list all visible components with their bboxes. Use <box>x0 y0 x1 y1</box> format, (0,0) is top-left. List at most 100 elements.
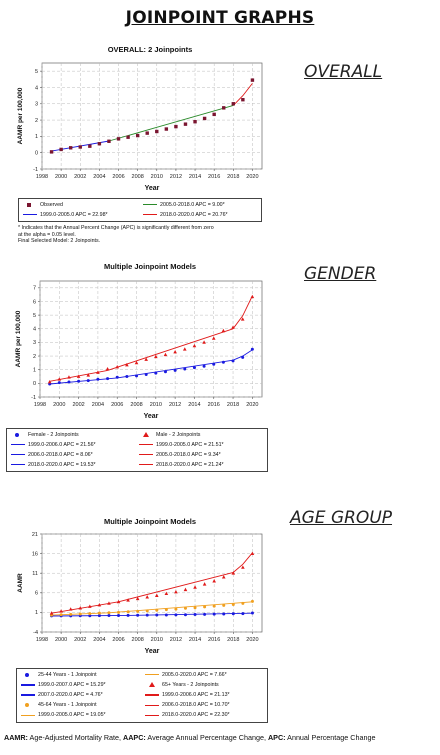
data-point <box>241 355 245 359</box>
data-point <box>67 375 71 379</box>
abbr-aamr: AAMR: <box>4 733 28 742</box>
data-point <box>135 596 140 601</box>
data-point <box>145 595 150 599</box>
data-point <box>57 381 61 385</box>
data-point <box>192 366 196 370</box>
y-tick-label: 3 <box>33 340 36 346</box>
data-point <box>59 147 63 152</box>
y-tick-label: 4 <box>33 327 36 333</box>
data-point <box>250 294 255 299</box>
overall-chart-title: OVERALL: 2 Joinpoints <box>107 45 193 54</box>
x-tick-label: 2008 <box>132 637 144 643</box>
legend-label: 2006.0-2018.0 APC = 8.06* <box>28 451 93 458</box>
y-tick-label: 2 <box>35 118 38 124</box>
legend-label: 65+ Years - 2 Joinpoints <box>162 681 219 688</box>
legend-label: 2018.0-2020.0 APC = 19.53* <box>28 461 96 468</box>
data-point <box>231 359 235 363</box>
y-tick-label: 3 <box>35 102 38 108</box>
data-point <box>222 106 226 110</box>
data-point <box>203 605 207 609</box>
data-point <box>241 612 245 616</box>
data-point <box>250 599 254 603</box>
data-point <box>231 325 235 329</box>
x-tick-label: 2016 <box>208 402 220 408</box>
legend-symbol <box>145 712 159 719</box>
data-point <box>250 78 255 82</box>
data-point <box>164 608 168 612</box>
footnote-line: at the alpha = 0.05 level. <box>18 231 76 238</box>
data-point <box>68 607 73 611</box>
page-title: JOINPOINT GRAPHS <box>125 8 315 28</box>
data-point <box>193 120 197 124</box>
legend-item: 2018.0-2020.0 APC = 21.24* <box>139 461 224 468</box>
legend-label: 1999.0-2007.0 APC = 15.29* <box>38 681 106 688</box>
y-tick-label: 6 <box>33 299 36 305</box>
x-tick-label: 2008 <box>132 174 144 180</box>
data-point <box>115 364 120 369</box>
data-point <box>68 146 73 150</box>
x-tick-label: 2000 <box>53 402 65 408</box>
data-point <box>192 343 197 348</box>
legend-item: Observed <box>23 201 63 208</box>
legend-label: 1999.0-2006.0 APC = 21.13* <box>162 691 230 698</box>
data-point <box>174 607 178 611</box>
fit-line <box>233 552 253 573</box>
data-point <box>145 609 149 613</box>
data-point <box>212 604 216 608</box>
legend-symbol <box>139 451 153 458</box>
x-tick-label: 2014 <box>189 637 201 643</box>
data-point <box>97 142 102 146</box>
data-point <box>202 340 206 344</box>
x-tick-label: 2016 <box>208 174 220 180</box>
y-tick-label: 5 <box>33 313 36 319</box>
data-point <box>240 317 245 321</box>
overall-legend: Observed 1999.0-2005.0 APC = 22.98* 2005.0… <box>18 198 262 222</box>
legend-symbol <box>23 211 37 218</box>
legend-label: 1999.0-2006.0 APC = 21.56* <box>28 441 96 448</box>
data-point <box>183 122 188 126</box>
data-point <box>211 336 216 340</box>
legend-symbol <box>23 201 37 208</box>
data-point <box>116 599 121 604</box>
data-point <box>222 603 226 607</box>
data-point <box>136 613 140 617</box>
data-point <box>222 612 226 616</box>
data-point <box>88 144 92 148</box>
data-point <box>212 579 216 583</box>
y-tick-label: -4 <box>33 630 38 636</box>
x-axis-label: Year <box>145 648 160 655</box>
y-tick-label: 1 <box>35 610 38 616</box>
data-point <box>212 112 216 117</box>
x-tick-label: 2018 <box>227 637 239 643</box>
legend-symbol <box>21 691 35 698</box>
data-point <box>250 347 254 351</box>
legend-label: 2018.0-2020.0 APC = 21.24* <box>156 461 224 468</box>
legend-item: 2018.0-2020.0 APC = 20.76* <box>143 211 228 218</box>
legend-label: 2018.0-2020.0 APC = 22.30* <box>162 712 230 719</box>
data-point <box>203 612 207 616</box>
data-point <box>78 612 82 616</box>
abbr-aapc-text: Average Annual Percentage Change, <box>145 733 268 742</box>
x-tick-label: 2014 <box>188 402 200 408</box>
legend-label: 2005.0-2020.0 APC = 7.66* <box>162 671 227 678</box>
data-point <box>126 598 130 602</box>
data-point <box>241 601 245 605</box>
y-tick-label: 1 <box>33 368 36 374</box>
data-point <box>221 575 226 579</box>
y-tick-label: 0 <box>35 150 38 156</box>
data-point <box>135 374 139 378</box>
x-tick-label: 2010 <box>151 174 163 180</box>
abbreviation-note: AAMR: Age-Adjusted Mortality Rate, AAPC:… <box>4 733 375 742</box>
data-point <box>105 367 110 371</box>
legend-label: 2018.0-2020.0 APC = 20.76* <box>160 211 228 218</box>
legend-item: 1999.0-2006.0 APC = 21.56* <box>11 441 96 448</box>
age-chart-title: Multiple Joinpoint Models <box>103 517 197 526</box>
data-point <box>78 606 83 610</box>
data-point <box>96 370 100 374</box>
data-point <box>241 565 245 569</box>
y-tick-label: 5 <box>35 69 38 75</box>
section-label-overall: OVERALL <box>304 62 383 82</box>
data-point <box>174 613 178 617</box>
legend-item: 1999.0-2005.0 APC = 19.05* <box>21 712 106 719</box>
